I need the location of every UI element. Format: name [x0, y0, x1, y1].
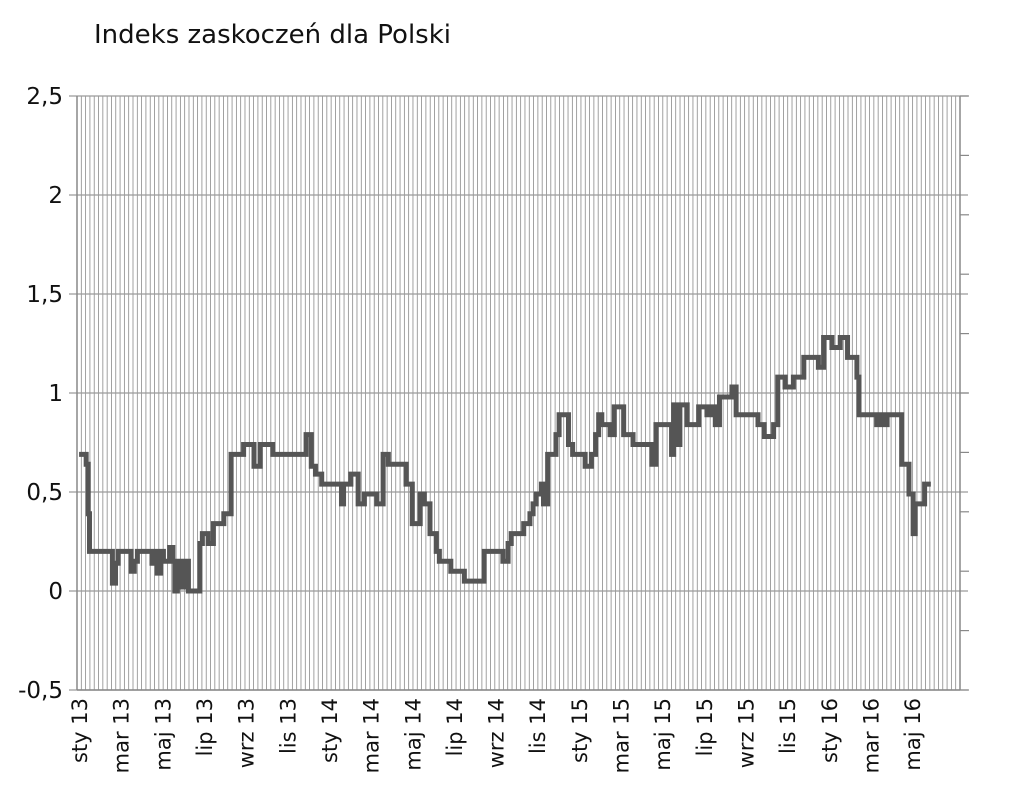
horizontal-gridlines	[69, 95, 968, 691]
x-tick-label: maj 15	[651, 698, 675, 771]
y-tick-label: 2,5	[26, 84, 63, 110]
x-tick-label: mar 13	[110, 698, 134, 773]
series-line	[79, 335, 931, 594]
x-tick-label: lis 14	[526, 698, 550, 754]
x-tick-label: lis 15	[776, 698, 800, 754]
x-tick-label: sty 15	[568, 698, 592, 763]
x-tick-label: lip 14	[443, 698, 467, 756]
y-tick-label: -0,5	[18, 678, 63, 704]
x-tick-label: lip 15	[693, 698, 717, 756]
x-tick-label: wrz 15	[734, 698, 758, 768]
x-tick-label: sty 14	[318, 698, 342, 763]
y-tick-labels: 2,5 2 1,5 1 0,5 0 -0,5	[18, 84, 63, 704]
y-tick-label: 1	[48, 381, 63, 407]
x-tick-label: wrz 13	[235, 698, 259, 768]
x-tick-label: lip 13	[193, 698, 217, 756]
chart-title: Indeks zaskoczeń dla Polski	[94, 20, 451, 50]
right-axis-ticks	[960, 95, 969, 691]
x-tick-label: mar 15	[610, 698, 634, 773]
x-tick-label: maj 16	[901, 698, 925, 771]
series-lines	[79, 335, 931, 594]
y-tick-label: 0,5	[26, 480, 63, 506]
x-tick-labels: sty 13 mar 13 maj 13 lip 13 wrz 13 lis 13 sty …	[68, 698, 925, 773]
x-tick-label: maj 13	[151, 698, 175, 771]
x-tick-label: lis 13	[276, 698, 300, 754]
x-tick-label: wrz 14	[485, 698, 509, 768]
x-tick-label: sty 13	[68, 698, 92, 763]
x-tick-label: mar 14	[360, 698, 384, 773]
x-tick-label: maj 14	[401, 698, 425, 771]
y-tick-label: 1,5	[26, 282, 63, 308]
x-tick-label: mar 16	[859, 698, 883, 773]
x-tick-label: sty 16	[818, 698, 842, 763]
y-tick-label: 2	[48, 183, 63, 209]
y-tick-label: 0	[48, 579, 63, 605]
